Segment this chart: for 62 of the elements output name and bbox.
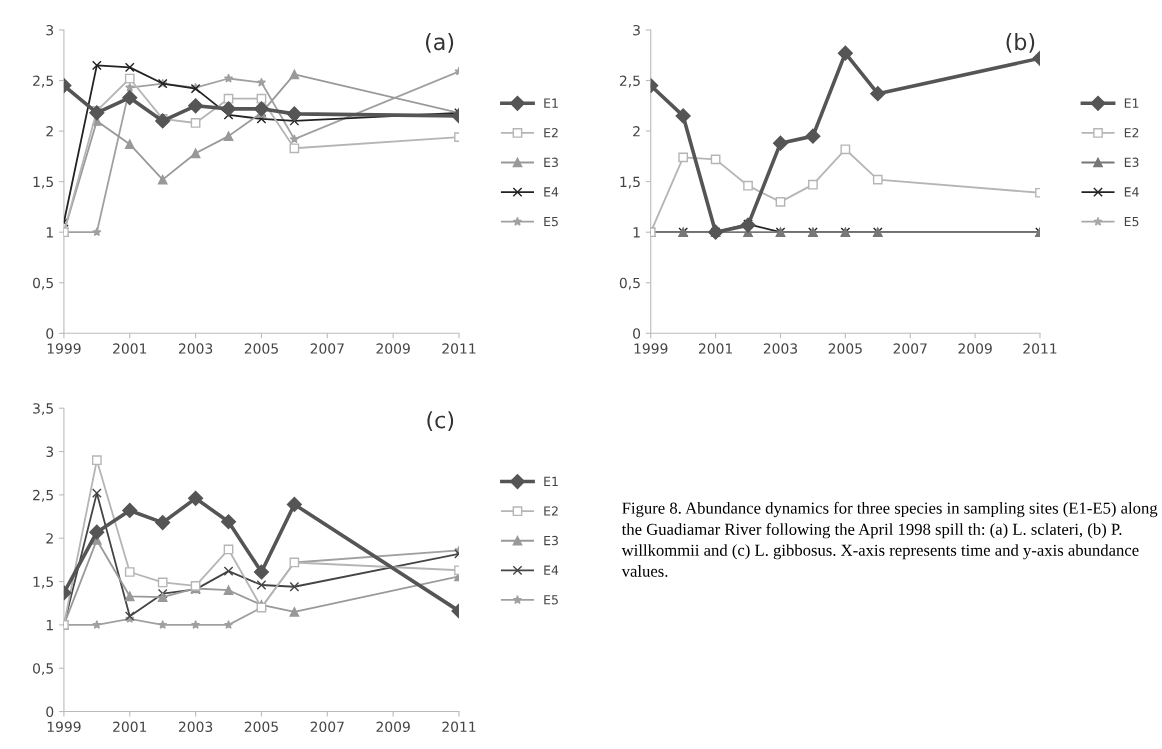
x-tick-label: 2003 (178, 721, 213, 733)
x-tick-label: 2003 (763, 343, 798, 354)
legend-label: E1 (544, 98, 558, 108)
x-tick-label: 2011 (442, 343, 476, 354)
x-tick-label: 2009 (958, 343, 992, 354)
legend-label: E2 (544, 506, 558, 516)
y-tick-label: 3,5 (33, 403, 53, 416)
x-tick-label: 2009 (376, 343, 410, 354)
y-tick-label: 3 (46, 446, 54, 458)
y-tick-label: 1,5 (33, 176, 53, 189)
y-tick-label: 1,5 (620, 176, 640, 189)
x-tick-label: 2005 (244, 721, 278, 733)
x-tick-label: 2005 (828, 343, 862, 354)
x-tick-label: 2007 (310, 721, 344, 733)
legend-label: E4 (1124, 187, 1139, 197)
legend-label: E2 (1124, 128, 1139, 138)
x-tick-label: 2009 (376, 721, 410, 733)
legend-label: E1 (1124, 98, 1139, 108)
y-tick-label: 3 (633, 24, 640, 36)
legend-label: E5 (544, 216, 558, 227)
x-tick-label: 2001 (113, 343, 147, 354)
y-tick-label: 0,5 (33, 663, 53, 676)
x-tick-label: 1999 (47, 343, 81, 354)
y-tick-label: 2,5 (619, 75, 640, 88)
x-tick-label: 1999 (47, 721, 81, 733)
y-tick-label: 0 (633, 328, 641, 339)
y-tick-label: 2 (46, 533, 53, 544)
chart-title: (b) (1006, 32, 1035, 53)
x-tick-label: 2007 (310, 343, 344, 354)
y-tick-label: 2 (633, 126, 640, 137)
legend-label: E4 (544, 565, 559, 575)
y-tick-label: 2,5 (33, 489, 53, 502)
legend-label: E4 (544, 187, 559, 197)
x-tick-label: 1999 (634, 343, 668, 354)
legend-label: E3 (544, 157, 558, 168)
y-tick-label: 1 (633, 227, 640, 238)
x-tick-label: 2005 (244, 343, 278, 354)
y-tick-label: 3 (46, 24, 54, 36)
y-tick-label: 0,5 (619, 277, 640, 290)
y-tick-label: 1 (46, 620, 53, 631)
chart-title: (a) (425, 33, 454, 53)
x-tick-label: 2011 (442, 721, 476, 733)
x-tick-label: 2001 (698, 343, 732, 354)
y-tick-label: 2,5 (33, 75, 53, 88)
x-tick-label: 2001 (113, 721, 147, 733)
chart-title: (c) (427, 411, 454, 432)
legend-label: E5 (544, 595, 558, 605)
x-tick-label: 2007 (893, 343, 927, 354)
legend-label: E5 (1124, 216, 1139, 227)
legend-label: E2 (544, 128, 558, 138)
y-tick-label: 2 (46, 126, 53, 137)
y-tick-label: 0 (46, 706, 54, 718)
x-tick-label: 2003 (178, 343, 213, 354)
legend-label: E3 (544, 535, 558, 546)
legend-label: E3 (1124, 157, 1139, 168)
y-tick-label: 1 (46, 227, 53, 238)
legend-label: E1 (544, 476, 558, 486)
caption: Figure 8. Abundance dynamics for three species in sampling sites (E1-E5) along the Guadiamar River following the April 1998 spill th: (a) L. sclateri, (b) P. willkommii and (c) L. gibbosus. X-axis represents time and y-axis abundance values. (621, 501, 1158, 577)
x-tick-label: 2011 (1023, 343, 1057, 354)
y-tick-label: 1,5 (33, 576, 53, 589)
y-tick-label: 0,5 (33, 277, 53, 290)
y-tick-label: 0 (46, 328, 54, 339)
